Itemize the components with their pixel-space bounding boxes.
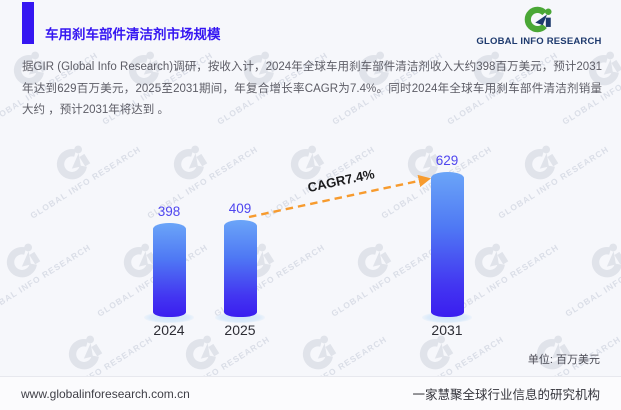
footer-slogan: 一家慧聚全球行业信息的研究机构: [412, 388, 600, 402]
cagr-arrow-overlay: CAGR7.4%: [248, 166, 432, 219]
cagr-annotation: CAGR7.4%: [306, 166, 376, 195]
footer: www.globalinforesearch.com.cn 一家慧聚全球行业信息…: [0, 376, 621, 410]
page-title: 车用刹车部件清洁剂市场规模: [45, 27, 221, 42]
gir-logo-text: GLOBAL INFO RESEARCH: [476, 36, 602, 47]
value-label-2025: 409: [228, 201, 252, 216]
gir-logo: GLOBAL INFO RESEARCH: [476, 4, 602, 47]
axis-label-2025: 2025: [224, 322, 256, 338]
bar-2031: [431, 172, 464, 317]
title-accent-bar: [22, 2, 34, 44]
value-label-2024: 398: [157, 204, 181, 219]
axis-label-2024: 2024: [153, 322, 185, 338]
unit-label: 单位: 百万美元: [527, 354, 600, 366]
bar-base-glow: [144, 312, 194, 323]
cagr-dashed-arrow: [248, 174, 432, 219]
bar-chart: 398 409 629 2024 2025 2031 CAGR7.4%: [0, 140, 621, 345]
gir-logo-icon: [511, 4, 567, 35]
intro-paragraph: 据GIR (Global Info Research)调研，按收入计，2024年…: [22, 61, 602, 116]
footer-url: www.globalinforesearch.com.cn: [21, 386, 190, 401]
bar-base-glow: [422, 312, 472, 323]
bar-base-glow: [215, 312, 265, 323]
